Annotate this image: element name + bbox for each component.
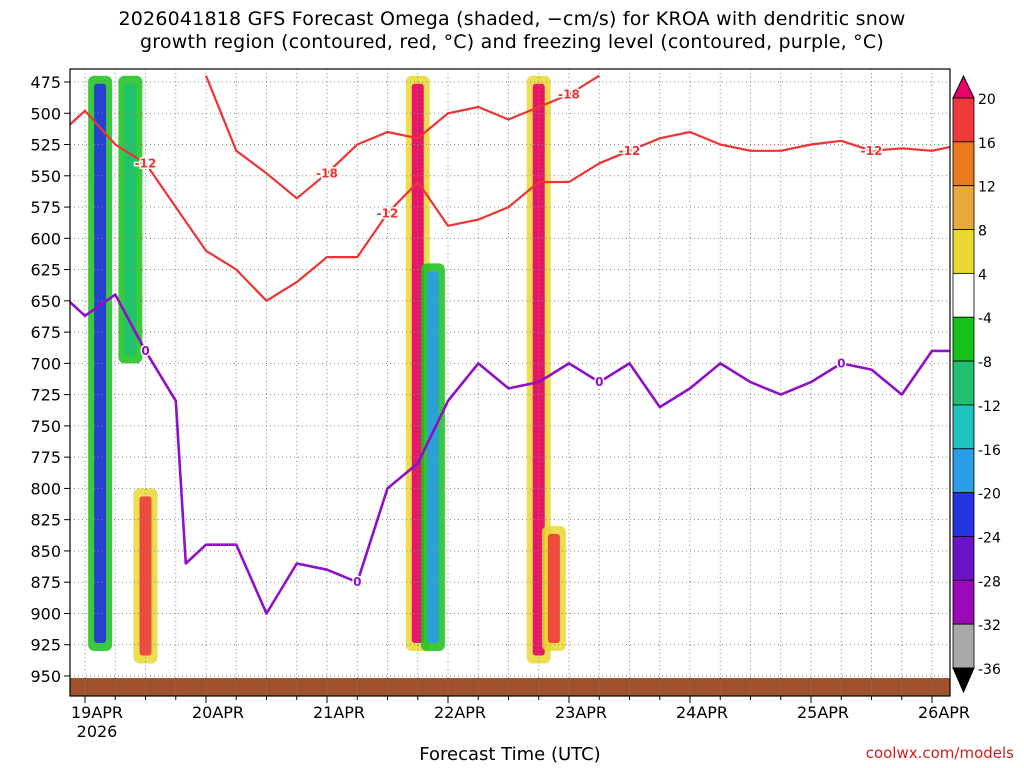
y-tick-label: 850 xyxy=(30,542,61,561)
omega-feature-5 xyxy=(133,488,158,664)
colorbar-swatch xyxy=(952,536,975,581)
y-tick-label: 950 xyxy=(30,667,61,686)
omega-feature-core xyxy=(547,533,560,643)
colorbar-label: -12 xyxy=(978,399,1001,415)
contour-label: -12 xyxy=(135,156,157,170)
y-tick-label: 625 xyxy=(30,261,61,280)
colorbar-label: 12 xyxy=(978,180,996,196)
colorbar-label: 16 xyxy=(978,136,996,152)
y-tick-label: 500 xyxy=(30,104,61,123)
y-tick-label: 700 xyxy=(30,354,61,373)
omega-feature-core xyxy=(94,83,107,643)
contour-label: 0 xyxy=(837,356,845,370)
chart-title-line-1: 2026041818 GFS Forecast Omega (shaded, −… xyxy=(118,8,906,30)
site-credit[interactable]: coolwx.com/models xyxy=(865,744,1014,762)
omega-feature-3 xyxy=(420,263,445,651)
x-tick-label: 25APR xyxy=(797,703,849,722)
omega-feature-0 xyxy=(88,75,113,651)
plot-frame xyxy=(69,68,951,697)
colorbar-swatch xyxy=(952,360,975,406)
y-tick-label: 825 xyxy=(30,511,61,530)
colorbar-label: 20 xyxy=(978,92,996,108)
omega-feature-core xyxy=(411,83,424,643)
y-tick-label: 600 xyxy=(30,229,61,248)
y-tick-label: 875 xyxy=(30,573,61,592)
ground-surface xyxy=(70,678,950,696)
contour-label: -12 xyxy=(377,206,399,220)
y-tick-label: 925 xyxy=(30,636,61,655)
colorbar-swatch xyxy=(952,272,975,318)
x-year-label: 2026 xyxy=(77,722,118,741)
x-axis-label: Forecast Time (UTC) xyxy=(419,744,601,765)
contour-label: 0 xyxy=(353,575,361,589)
colorbar-swatch xyxy=(952,316,975,362)
y-tick-label: 900 xyxy=(30,604,61,623)
contour-label: 0 xyxy=(141,344,149,358)
y-tick-label: 800 xyxy=(30,479,61,498)
colorbar-top-arrow xyxy=(952,74,975,99)
colorbar-label: -28 xyxy=(978,574,1001,590)
y-tick-label: 750 xyxy=(30,417,61,436)
omega-feature-6 xyxy=(541,525,566,651)
y-tick-label: 575 xyxy=(30,198,61,217)
colorbar-label: -8 xyxy=(978,355,992,371)
x-tick-label: 21APR xyxy=(313,703,365,722)
colorbar-swatch xyxy=(952,97,975,143)
contour-line-0 xyxy=(70,293,950,615)
y-tick-label: 775 xyxy=(30,448,61,467)
colorbar-label: -24 xyxy=(978,530,1001,546)
colorbar-swatch xyxy=(952,623,975,669)
y-tick-label: 675 xyxy=(30,323,61,342)
colorbar-label: 4 xyxy=(978,267,987,283)
contour-label: -18 xyxy=(558,88,580,102)
colorbar-label: 8 xyxy=(978,224,987,240)
y-tick-label: 475 xyxy=(30,73,61,92)
colorbar-label: -16 xyxy=(978,443,1001,459)
omega-feature-core xyxy=(139,496,152,656)
colorbar-label: -32 xyxy=(978,618,1001,634)
x-tick-label: 20APR xyxy=(192,703,244,722)
colorbar-swatch xyxy=(952,579,975,625)
colorbar-swatch xyxy=(952,404,975,450)
x-tick-label: 26APR xyxy=(918,703,970,722)
y-tick-label: 725 xyxy=(30,386,61,405)
x-tick-label: 24APR xyxy=(676,703,728,722)
colorbar-label: -36 xyxy=(978,662,1001,678)
plot-background xyxy=(70,69,950,696)
y-tick-label: 650 xyxy=(30,292,61,311)
y-tick-label: 525 xyxy=(30,136,61,155)
omega-feature-core xyxy=(426,271,439,643)
colorbar-label: -4 xyxy=(978,311,992,327)
colorbar-bottom-arrow xyxy=(952,667,975,694)
colorbar-swatch xyxy=(952,141,975,187)
contour-line-1 xyxy=(70,109,950,302)
colorbar-swatch xyxy=(952,448,975,494)
colorbar-swatch xyxy=(952,492,975,537)
y-tick-label: 550 xyxy=(30,167,61,186)
contour-label: -12 xyxy=(619,144,641,158)
x-tick-label: 19APR xyxy=(71,703,123,722)
contour-label: -12 xyxy=(861,144,883,158)
chart-title-line-2: growth region (contoured, red, °C) and f… xyxy=(140,31,884,53)
colorbar-swatch xyxy=(952,229,975,274)
x-tick-label: 23APR xyxy=(555,703,607,722)
colorbar-label: -20 xyxy=(978,487,1001,503)
colorbar-swatch xyxy=(952,185,975,230)
contour-label: -18 xyxy=(316,166,338,180)
contour-line-2 xyxy=(204,74,600,200)
contour-label: 0 xyxy=(595,375,603,389)
x-tick-label: 22APR xyxy=(434,703,486,722)
